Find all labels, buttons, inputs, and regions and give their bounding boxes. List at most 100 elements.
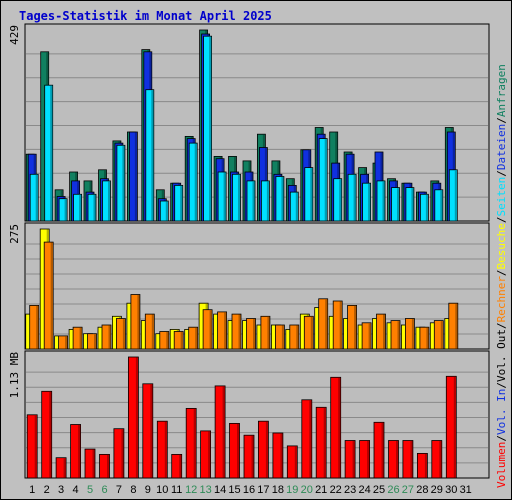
bar-seiten-day-10 — [159, 200, 169, 222]
bar-shade — [454, 170, 457, 221]
bar-rechner-day-16 — [246, 318, 256, 350]
bar-rechner-day-11 — [173, 331, 184, 350]
bar-volumen-day-5 — [84, 448, 96, 479]
bar-rechner-day-7 — [116, 318, 126, 350]
bar-shade — [166, 332, 169, 349]
bar-rechner-day-29 — [433, 320, 444, 350]
bar-rechner-day-2 — [43, 241, 54, 350]
day-label-13: 13 — [199, 484, 211, 496]
bar-volumen-day-8 — [127, 356, 139, 479]
bar-rechner-day-4 — [72, 326, 83, 350]
bar-seiten-day-23 — [347, 173, 357, 222]
legend-item: Besuche — [495, 223, 508, 269]
legend-item: Dateien — [495, 124, 508, 170]
bar-rechner-day-28 — [419, 326, 430, 350]
bar-shade — [280, 433, 283, 478]
bar-rechner-day-14 — [217, 311, 228, 350]
bar-volumen-day-29 — [431, 440, 443, 479]
bar-seiten-day-2 — [44, 84, 54, 222]
bar-shade — [354, 305, 357, 349]
bar-volumen-day-23 — [344, 440, 356, 479]
bar-rechner-day-6 — [101, 324, 112, 350]
bar-rechner-day-25 — [376, 313, 386, 350]
day-label-22: 22 — [330, 484, 342, 496]
legend-item: / — [495, 322, 508, 329]
day-label-29: 29 — [431, 484, 443, 496]
day-label-16: 16 — [243, 484, 255, 496]
bar-rechner-day-1 — [29, 304, 40, 350]
day-label-11: 11 — [171, 484, 182, 496]
legend-item: / — [495, 269, 508, 276]
bar-shade — [294, 446, 297, 478]
day-label-8: 8 — [130, 484, 136, 496]
bar-volumen-day-18 — [272, 432, 284, 479]
bar-rechner-day-19 — [289, 324, 300, 350]
bar-volumen-day-11 — [171, 453, 183, 479]
bar-shade — [238, 314, 241, 349]
bar-seiten-day-6 — [102, 180, 111, 222]
bar-shade — [50, 242, 53, 349]
bar-shade — [310, 168, 313, 221]
bar-rechner-day-22 — [332, 300, 343, 350]
bar-shade — [267, 316, 270, 349]
bar-shade — [381, 422, 384, 478]
bar-shade — [323, 407, 326, 478]
bar-seiten-day-28 — [419, 193, 429, 222]
bar-seiten-day-12 — [188, 142, 198, 222]
chart-title: Tages-Statistik im Monat April 2025 — [19, 9, 272, 23]
bar-volumen-day-27 — [402, 440, 414, 479]
bar-volumen-day-1 — [26, 414, 38, 479]
bar-shade — [253, 319, 255, 349]
series-seiten — [29, 35, 458, 222]
bar-shade — [122, 145, 125, 221]
bar-shade — [410, 441, 413, 478]
bar-seiten-day-20 — [304, 167, 314, 222]
bar-shade — [455, 303, 458, 349]
bar-shade — [295, 192, 298, 221]
bar-volumen-day-19 — [286, 445, 298, 479]
bar-shade — [352, 441, 355, 478]
day-label-27: 27 — [402, 484, 414, 496]
bar-volumen-day-9 — [142, 383, 154, 479]
panel-hits-ymax-label: 429 — [8, 25, 21, 45]
bar-volumen-day-10 — [156, 420, 168, 479]
day-label-9: 9 — [145, 484, 151, 496]
panel-volume: 1.13 MB — [8, 350, 490, 479]
day-label-18: 18 — [272, 484, 284, 496]
bar-shade — [222, 386, 225, 478]
bar-seiten-day-30 — [448, 169, 458, 222]
bar-shade — [64, 199, 67, 221]
bar-seiten-day-7 — [116, 144, 126, 222]
day-label-6: 6 — [101, 484, 107, 496]
bar-shade — [107, 454, 109, 478]
bar-volumen-day-30 — [445, 375, 457, 479]
bar-volumen-day-13 — [200, 430, 212, 479]
bar-shade — [325, 299, 328, 349]
bar-shade — [382, 181, 385, 221]
day-label-10: 10 — [156, 484, 168, 496]
bar-rechner-day-30 — [448, 302, 459, 350]
bar-seiten-day-22 — [333, 178, 343, 222]
bar-seiten-day-18 — [275, 176, 285, 222]
bar-seiten-day-21 — [318, 138, 328, 222]
bar-shade — [92, 449, 95, 478]
bar-shade — [50, 85, 53, 221]
bar-seiten-day-27 — [405, 187, 415, 222]
legend-item: Seiten — [495, 177, 508, 217]
legend-item: / — [495, 117, 508, 124]
bar-shade — [108, 325, 111, 349]
bar-shade — [151, 314, 154, 349]
legend-item: Vol. In — [495, 389, 508, 435]
bar-shade — [440, 190, 443, 221]
bar-shade — [121, 429, 124, 478]
bar-volumen-day-21 — [315, 406, 327, 479]
bar-volumen-day-3 — [55, 457, 67, 479]
bar-shade — [439, 441, 442, 478]
bar-seiten-day-24 — [362, 182, 372, 222]
legend-item: / — [495, 170, 508, 177]
bar-rechner-day-5 — [87, 333, 97, 350]
bar-rechner-day-15 — [231, 313, 242, 350]
bar-shade — [79, 194, 82, 221]
bar-shade — [180, 332, 183, 349]
